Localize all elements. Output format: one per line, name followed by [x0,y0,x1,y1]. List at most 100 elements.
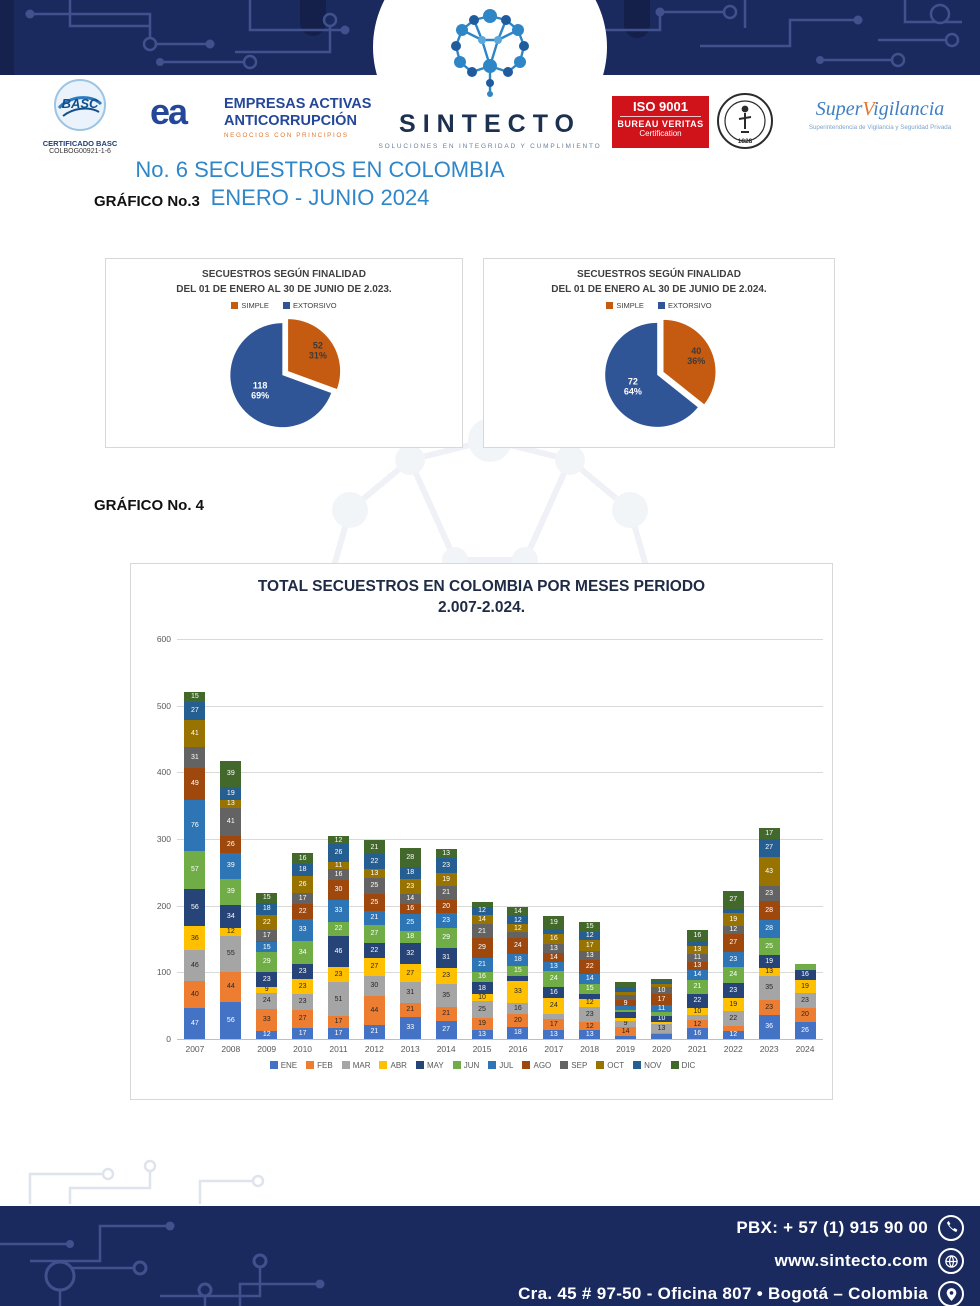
bar-segment-ago: 28 [758,900,780,920]
basc-logo: BASC CERTIFICADO BASC COLBOG00921-1-6 [24,78,136,155]
bar-segment-ago: 14 [543,952,565,963]
bar-value-label: 24 [549,1002,558,1009]
supervigilancia-logo: SuperVigilancia Superintendencia de Vigi… [790,98,970,131]
bar-value-label: 17 [585,941,594,949]
bar-segment-mar: 30 [363,975,385,996]
bar-value-label: 20 [801,1011,809,1019]
globe-icon [938,1248,964,1274]
bar-segment-abr: 10 [686,1008,708,1015]
bar-segment-oct: 14 [471,914,493,925]
bar-value-label: 34 [298,948,307,956]
legend-label: NOV [644,1060,662,1070]
circuit-pattern-bottom [0,1206,980,1306]
legend-swatch [596,1061,605,1070]
bar-segment-feb: 20 [507,1013,529,1027]
bar-segment-dic: 13 [435,848,457,858]
bar-value-label: 16 [549,988,558,996]
bar-segment-sep: 13 [543,944,565,953]
bar-value-label: 12 [262,1031,271,1039]
bar-segment-ene: 21 [363,1024,385,1039]
legend-label: SIMPLE [241,301,269,310]
legend-label: ABR [390,1060,407,1070]
bar-segment-jun: 34 [292,940,314,964]
bar-value-label: 24 [729,971,738,979]
legend-swatch [341,1061,350,1070]
bar-value-label: 25 [478,1005,486,1013]
bar-value-label: 44 [226,983,235,991]
legend-item-mar: MAR [341,1061,370,1070]
bar-value-label: 22 [729,1014,738,1022]
bar-segment-abr: 23 [435,968,457,984]
bar-segment-nov [615,986,637,992]
bar-segment-oct: 12 [507,924,529,933]
bar-segment-dic: 15 [256,892,278,903]
bar-segment-jul: 33 [328,899,349,922]
pie-chart-box-2023: SECUESTROS SEGÚN FINALIDAD DEL 01 DE ENE… [105,258,463,448]
bar-segment-dic [615,981,637,987]
bar-segment-abr: 33 [507,980,529,1003]
bar-segment-feb [722,1025,744,1031]
bar-segment-sep: 41 [220,808,242,836]
bar-value-label: 23 [765,1003,774,1011]
svg-text:BASC: BASC [62,96,99,111]
bar-segment-jun [615,1010,637,1013]
bar-segment-dic: 16 [686,930,708,941]
pie-legend: SIMPLE EXTORSIVO [106,301,462,310]
bar-segment-may: 56 [184,888,206,927]
bar-value-label: 19 [549,919,558,926]
bar-segment-feb: 21 [435,1006,457,1021]
pie-2023-canvas: SIMPLE EXTORSIVO 52 31% 118 69% [106,301,462,442]
bar-segment-jul: 21 [471,957,493,972]
bar-segment-may: 23 [256,971,278,987]
bar-value-label: 22 [693,997,702,1005]
phone-icon [938,1215,964,1241]
pie-data-label: 40 36% [687,346,705,366]
bar-segment-ago: 49 [184,767,206,801]
bar-segment-abr: 24 [543,997,565,1014]
bar-value-label: 21 [442,1010,451,1018]
bar-segment-may: 23 [292,963,314,979]
bar-segment-oct: 16 [543,933,565,945]
bar-value-label: 55 [226,950,235,958]
bar-value-label: 12 [729,1031,738,1039]
bar-segment-nov: 12 [507,916,529,925]
bar-value-label: 19 [478,1020,486,1028]
bar-value-label: 9 [264,986,269,993]
iso9001-badge: ISO 9001 BUREAU VERITAS Certification [612,96,709,148]
bar-segment-ene: 18 [507,1026,529,1039]
bar-segment-jul: 23 [435,912,457,929]
bar-segment-sep: 11 [686,954,708,962]
legend-item-jul: JUL [488,1061,513,1070]
bar-value-label: 26 [226,840,235,848]
bar-value-label: 21 [442,889,451,896]
bar-value-label: 27 [191,707,199,714]
bar-segment-feb: 19 [471,1017,493,1031]
bar-segment-jun: 21 [686,979,708,994]
bar-segment-jun: 29 [435,928,457,948]
bar-segment-nov: 22 [363,854,385,869]
bar-segment-feb: 44 [220,972,242,1002]
bar-value-label: 39 [226,862,235,870]
bar-segment-abr [615,1017,637,1021]
basc-cert-line1: CERTIFICADO BASC [42,139,118,148]
bar-chart-box: TOTAL SECUESTROS EN COLOMBIA POR MESES P… [130,563,833,1100]
bar-segment-feb: 23 [758,999,780,1015]
bar-segment-abr: 23 [292,978,314,995]
bar-value-label: 10 [657,1015,666,1023]
bar-value-label: 23 [406,883,415,890]
bar-segment-feb: 17 [543,1018,565,1031]
bar-value-label: 19 [801,983,809,990]
bar-value-label: 27 [765,844,774,852]
bar-segment-nov [722,908,744,913]
bar-value-label: 27 [729,896,738,904]
bar-value-label: 27 [298,1015,307,1022]
location-pin-icon [938,1281,964,1306]
bar-value-label: 18 [514,1029,522,1037]
bar-segment-nov: 26 [328,844,349,862]
gridline [177,972,823,974]
bar-value-label: 33 [262,1016,271,1024]
bar-segment-ene: 13 [543,1030,565,1039]
legend-item-oct: OCT [596,1061,624,1070]
pie-data-label: 72 64% [624,377,642,397]
bar-value-label: 9 [623,1020,628,1027]
